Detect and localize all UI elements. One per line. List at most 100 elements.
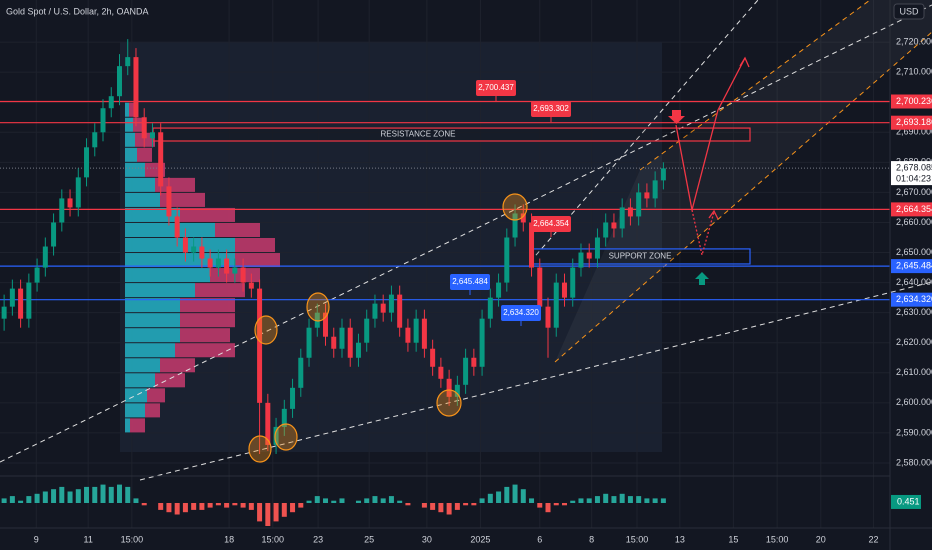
level-tag xyxy=(891,115,932,130)
macd-bar xyxy=(281,503,287,517)
macd-bar xyxy=(9,496,15,503)
annotation-box xyxy=(450,274,490,290)
circle-marker xyxy=(274,423,298,451)
trendline xyxy=(639,0,871,171)
y-tick-label: 2,620.000 xyxy=(896,337,932,347)
macd-bar xyxy=(487,493,493,503)
macd-bar xyxy=(207,503,213,508)
y-tick-label: 2,660.000 xyxy=(896,217,932,227)
candle-body xyxy=(133,57,139,118)
macd-bar xyxy=(224,503,230,508)
macd-bar xyxy=(636,496,642,503)
candle-body xyxy=(372,303,378,319)
macd-bar xyxy=(652,498,658,503)
volume-buy xyxy=(125,268,210,283)
currency[interactable]: USD xyxy=(899,6,919,16)
macd-bar xyxy=(594,496,600,503)
macd-tag xyxy=(891,494,921,509)
macd-bar xyxy=(537,503,543,508)
candle-body xyxy=(125,57,131,67)
y-tick-label: 2,610.000 xyxy=(896,367,932,377)
candle-body xyxy=(18,288,24,319)
volume-sell xyxy=(195,283,245,298)
macd-bar xyxy=(92,486,98,503)
circle-marker xyxy=(502,193,528,221)
candle-body xyxy=(496,282,502,298)
volume-sell xyxy=(137,147,152,162)
volume-sell xyxy=(160,358,195,373)
projection-path xyxy=(675,57,746,211)
candle-body xyxy=(594,237,600,259)
x-tick-label: 15 xyxy=(728,534,738,544)
candle-body xyxy=(537,267,543,307)
macd-bar xyxy=(512,484,518,503)
annotation-box xyxy=(531,216,571,232)
volume-sell xyxy=(155,373,185,388)
level-tag xyxy=(891,292,932,307)
volume-buy xyxy=(125,117,133,132)
candle-body xyxy=(224,258,230,274)
candle-body xyxy=(380,303,386,313)
candle-body xyxy=(158,132,164,187)
macd-bar xyxy=(611,496,617,503)
candle-body xyxy=(355,342,361,358)
circle-marker xyxy=(436,389,462,417)
candle-body xyxy=(479,318,485,367)
candle-body xyxy=(619,207,625,229)
y-tick-label: 2,720.000 xyxy=(896,36,932,46)
level-label: 2,693.186 xyxy=(896,117,932,127)
volume-buy xyxy=(125,388,147,403)
candle-body xyxy=(405,327,411,343)
macd-bar xyxy=(191,503,197,510)
candle-body xyxy=(9,288,15,307)
macd-bar xyxy=(627,496,633,503)
macd-bar xyxy=(372,496,378,503)
volume-buy xyxy=(125,207,180,222)
circle-marker xyxy=(248,435,272,463)
candle-body xyxy=(273,426,279,445)
candle-body xyxy=(347,327,353,358)
volume-buy xyxy=(125,343,175,358)
macd-bar xyxy=(248,503,254,510)
macd-bar xyxy=(496,491,502,503)
candle-body xyxy=(570,267,576,298)
trendlines xyxy=(0,0,932,481)
currency-button[interactable] xyxy=(893,3,925,20)
x-tick-label: 8 xyxy=(589,534,594,544)
macd-bar xyxy=(446,503,452,515)
level-label: 2,700.236 xyxy=(896,96,932,106)
current-price-tag xyxy=(891,161,932,186)
circle-marker xyxy=(254,315,278,345)
macd-bar xyxy=(158,503,164,510)
x-tick-label: 9 xyxy=(34,534,39,544)
macd-bar xyxy=(174,503,180,515)
candle-body xyxy=(512,213,518,238)
macd-bar xyxy=(388,496,394,503)
candle-body xyxy=(191,246,197,253)
macd-value: 0.451 xyxy=(897,496,920,506)
macd-bar xyxy=(586,498,592,503)
x-tick-label: 6 xyxy=(537,534,542,544)
macd-bar xyxy=(51,489,57,503)
candle-body xyxy=(438,366,444,379)
macd-bar xyxy=(232,503,238,506)
volume-sell xyxy=(129,102,135,117)
y-tick-label: 2,590.000 xyxy=(896,427,932,437)
up-arrow xyxy=(695,272,709,285)
macd-bar xyxy=(133,498,139,503)
macd-bar xyxy=(323,498,329,503)
x-tick-label: 20 xyxy=(816,534,826,544)
x-tick-label: 13 xyxy=(675,534,685,544)
candle-body xyxy=(487,297,493,319)
volume-sell xyxy=(215,222,260,237)
volume-sell xyxy=(155,177,195,192)
volume-sell xyxy=(145,403,160,418)
candle-body xyxy=(636,192,642,217)
macd-bar xyxy=(421,503,427,508)
candle-body xyxy=(75,177,81,208)
annotation-box xyxy=(501,305,541,321)
volume-buy xyxy=(125,283,195,298)
candle-body xyxy=(108,96,114,109)
x-tick-label: 2025 xyxy=(470,534,490,544)
